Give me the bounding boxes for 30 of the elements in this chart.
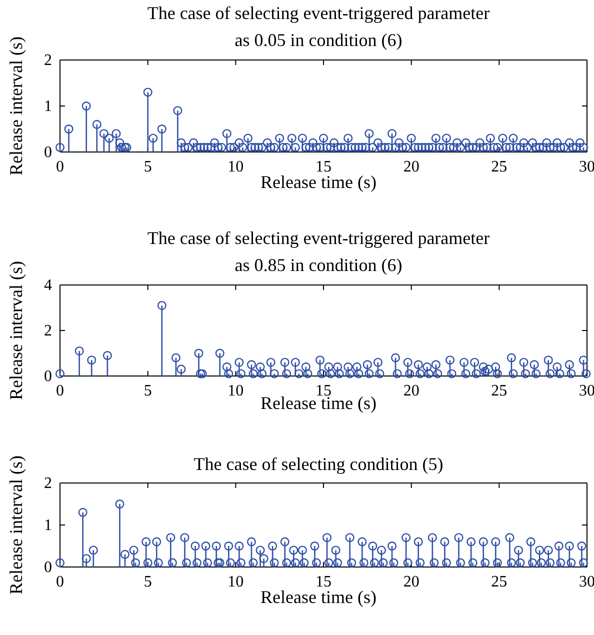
x-tick-label: 0 [56, 158, 64, 176]
x-tick-label: 25 [491, 573, 508, 590]
x-tick-label: 10 [228, 573, 244, 590]
x-tick-label: 0 [56, 573, 64, 590]
y-tick-label: 0 [44, 368, 52, 386]
x-tick-label: 0 [56, 382, 64, 400]
y-axis-title: Release interval (s) [6, 261, 26, 400]
x-tick-label: 5 [144, 158, 152, 176]
y-tick-label: 1 [44, 517, 52, 534]
chart-title: The case of selecting condition (5) [194, 454, 444, 474]
x-tick-label: 25 [491, 382, 508, 400]
y-tick-label: 1 [44, 98, 52, 116]
y-tick-label: 4 [44, 277, 52, 294]
y-tick-label: 2 [44, 322, 52, 340]
y-tick-label: 0 [44, 559, 52, 576]
x-tick-label: 10 [228, 382, 244, 400]
chart-title: The case of selecting event-triggered parameter as 0.05 in condition (6) [147, 3, 490, 50]
y-axis-title: Release interval (s) [6, 36, 26, 176]
x-tick-label: 5 [144, 382, 152, 400]
x-tick-label: 20 [403, 382, 420, 400]
x-tick-label: 20 [403, 158, 420, 176]
y-tick-label: 0 [44, 144, 52, 162]
y-tick-label: 2 [44, 475, 52, 492]
x-tick-label: 20 [403, 573, 420, 590]
y-tick-label: 2 [44, 52, 52, 70]
chart-title: The case of selecting event-triggered parameter as 0.85 in condition (6) [147, 228, 490, 276]
y-axis-title: Release interval (s) [6, 456, 26, 594]
x-tick-label: 25 [491, 158, 508, 176]
x-tick-label: 5 [144, 573, 152, 590]
x-tick-label: 10 [228, 158, 244, 176]
